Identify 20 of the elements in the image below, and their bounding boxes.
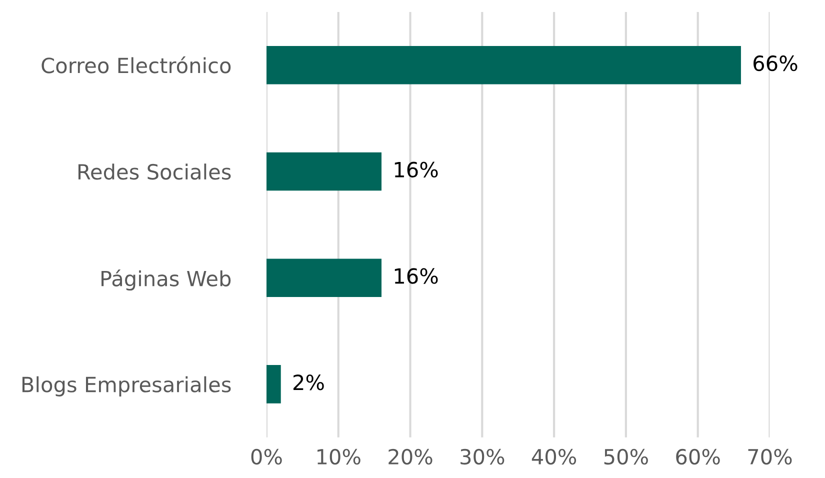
x-tick-label: 70% xyxy=(748,448,792,465)
y-tick-label: Blogs Empresariales xyxy=(22,376,231,396)
bar xyxy=(266,46,741,84)
x-tick-label: 0% xyxy=(251,448,282,465)
data-label: 2% xyxy=(293,374,324,390)
x-tick-label: 10% xyxy=(318,448,360,465)
bar xyxy=(266,152,382,191)
x-tick-label: 20% xyxy=(388,448,432,465)
x-tick-label: 50% xyxy=(604,448,648,465)
data-label: 66% xyxy=(754,55,798,72)
y-tick-label: Correo Electrónico xyxy=(42,56,231,74)
x-tick-label: 40% xyxy=(532,448,576,465)
x-tick-label: 60% xyxy=(676,448,720,465)
y-tick-label: Redes Sociales xyxy=(78,164,231,180)
bar xyxy=(266,258,382,297)
x-tick-label: 30% xyxy=(460,448,504,465)
bar xyxy=(266,365,281,404)
data-label: 16% xyxy=(394,268,438,284)
data-label: 16% xyxy=(394,162,438,178)
y-tick-label: Páginas Web xyxy=(102,270,231,290)
